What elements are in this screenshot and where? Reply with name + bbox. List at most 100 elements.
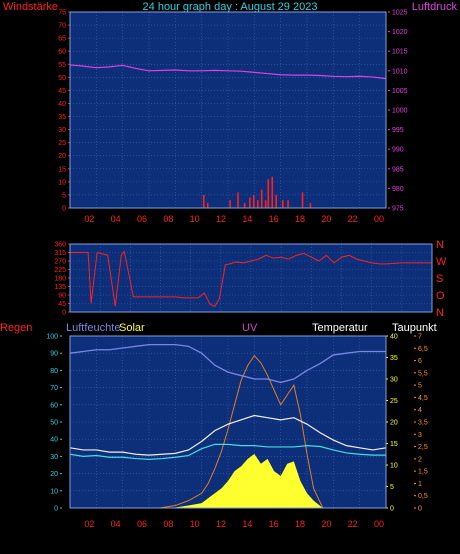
y-tick-label: 135 xyxy=(54,284,66,291)
y-tick-label: 2,5 xyxy=(418,444,428,451)
wind-bar xyxy=(309,202,312,208)
y-tick-label: 5 xyxy=(390,484,394,491)
chart1-x-ticks: 02 04 06 08 10 12 14 16 18 20 22 00 xyxy=(84,214,384,224)
chart1-frame xyxy=(69,11,387,209)
wind-bar xyxy=(287,200,289,208)
x-tick-label: 02 xyxy=(84,519,94,529)
y-tick-label: 985 xyxy=(392,166,404,173)
y-tick-label: 45 xyxy=(58,88,66,95)
y-tick-label: 990 xyxy=(392,147,404,154)
legend-uv: UV xyxy=(242,322,258,334)
y-tick-label: 70 xyxy=(58,23,66,30)
y-tick-label: 6 xyxy=(418,358,422,365)
series-wind-direction xyxy=(70,250,432,307)
x-tick-label: 10 xyxy=(190,214,200,224)
y-tick-label: 90 xyxy=(58,293,66,300)
y-tick-label: 50 xyxy=(50,420,58,427)
x-tick-label: 22 xyxy=(348,519,358,529)
chart1-ylabel-left: Windstärke xyxy=(3,1,58,13)
x-tick-label: 04 xyxy=(111,214,121,224)
y-tick-label: 7 xyxy=(418,334,422,341)
y-tick-label: 975 xyxy=(392,206,404,213)
y-tick-label: 225 xyxy=(54,267,66,274)
y-tick-label: 40 xyxy=(390,334,398,341)
x-tick-label: 16 xyxy=(269,519,279,529)
y-tick-label: 3,5 xyxy=(418,420,428,427)
wind-bar xyxy=(256,200,259,208)
y-tick-label: 60 xyxy=(50,402,58,409)
y-tick-label: 65 xyxy=(58,36,66,43)
series-solar-area xyxy=(159,453,323,508)
chart1-y-right-ticks: 1025 1020 1015 1010 1005 1000 995 990 985 980 975 xyxy=(388,10,408,213)
wind-bar xyxy=(264,200,267,208)
wind-bars xyxy=(202,176,312,208)
compass-label: S xyxy=(436,273,443,285)
y-tick-label: 2 xyxy=(418,456,422,463)
y-tick-label: 1005 xyxy=(392,88,408,95)
y-tick-label: 0 xyxy=(390,506,394,513)
y-tick-label: 0 xyxy=(418,506,422,513)
y-tick-label: 0 xyxy=(62,206,66,213)
y-tick-label: 0,5 xyxy=(418,493,428,500)
wind-bar xyxy=(249,197,251,208)
wind-bar xyxy=(275,194,277,208)
y-tick-label: 15 xyxy=(390,441,398,448)
y-tick-label: 20 xyxy=(390,420,398,427)
chart2-frame xyxy=(69,243,433,313)
y-tick-label: 10 xyxy=(50,488,58,495)
wind-bar xyxy=(243,202,246,208)
y-tick-label: 70 xyxy=(50,385,58,392)
y-tick-label: 35 xyxy=(58,114,66,121)
y-tick-label: 80 xyxy=(50,368,58,375)
y-tick-label: 30 xyxy=(50,454,58,461)
y-tick-label: 0 xyxy=(54,506,58,513)
legend-luftfeuchte: Luftfeuchte xyxy=(66,322,120,334)
y-tick-label: 360 xyxy=(54,242,66,249)
y-tick-label: 6,5 xyxy=(418,346,428,353)
x-tick-label: 18 xyxy=(295,519,305,529)
wind-bar xyxy=(260,189,263,208)
wind-bar xyxy=(281,200,284,208)
y-tick-label: 40 xyxy=(50,437,58,444)
series-temperature-line xyxy=(69,414,387,456)
wind-bar xyxy=(229,200,231,208)
wind-bar xyxy=(237,192,239,208)
x-tick-label: 22 xyxy=(348,214,358,224)
y-tick-label: 25 xyxy=(390,398,398,405)
chart3-plot-area xyxy=(70,336,386,508)
series-uv-line xyxy=(159,354,324,509)
x-tick-label: 12 xyxy=(216,519,226,529)
compass-label: N xyxy=(436,239,444,251)
y-tick-label: 10 xyxy=(390,463,398,470)
x-tick-label: 08 xyxy=(163,214,173,224)
y-tick-label: 45 xyxy=(58,301,66,308)
x-tick-label: 06 xyxy=(137,519,147,529)
y-tick-label: 1000 xyxy=(392,108,408,115)
y-tick-label: 100 xyxy=(46,334,58,341)
x-tick-label: 04 xyxy=(111,519,121,529)
y-tick-label: 35 xyxy=(390,355,398,362)
y-tick-label: 5 xyxy=(62,192,66,199)
y-tick-label: 50 xyxy=(58,75,66,82)
y-tick-label: 30 xyxy=(58,127,66,134)
y-tick-label: 5 xyxy=(418,383,422,390)
series-pressure-line xyxy=(69,64,387,80)
y-tick-label: 3 xyxy=(418,432,422,439)
y-tick-label: 60 xyxy=(58,49,66,56)
y-tick-label: 10 xyxy=(58,179,66,186)
x-tick-label: 00 xyxy=(374,214,384,224)
legend-solar: Solar xyxy=(119,322,145,334)
y-tick-label: 4,5 xyxy=(418,395,428,402)
compass-label: O xyxy=(436,290,445,302)
x-tick-label: 02 xyxy=(84,214,94,224)
y-tick-label: 40 xyxy=(58,101,66,108)
y-tick-label: 0 xyxy=(62,310,66,317)
compass-label: N xyxy=(436,307,444,319)
y-tick-label: 1010 xyxy=(392,68,408,75)
y-tick-label: 270 xyxy=(54,259,66,266)
x-tick-label: 16 xyxy=(269,214,279,224)
y-tick-label: 55 xyxy=(58,62,66,69)
